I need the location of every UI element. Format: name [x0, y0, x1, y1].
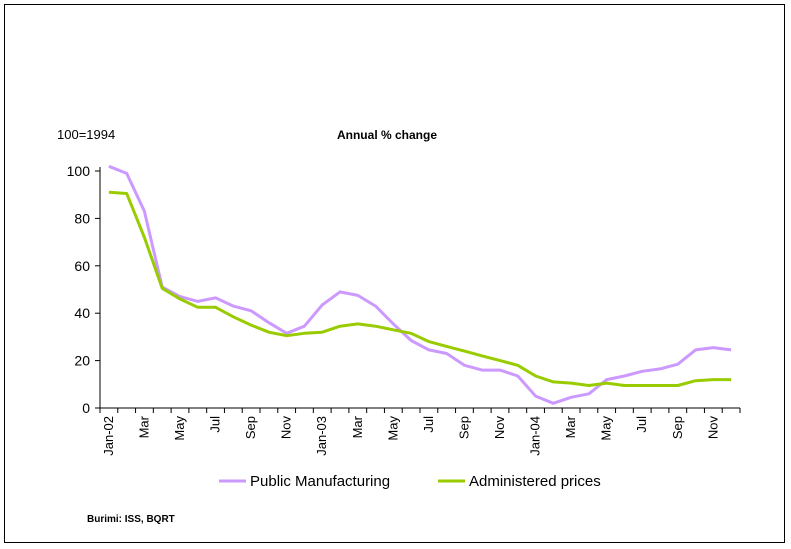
x-tick-label: May — [385, 416, 400, 441]
index-note: 100=1994 — [57, 127, 115, 142]
legend-label-1: Public Manufacturing — [250, 473, 390, 490]
series-layer — [108, 164, 732, 405]
x-tick-label: Jul — [208, 416, 223, 433]
y-tick-label: 40 — [74, 305, 90, 321]
x-tick-label: Jan-04 — [528, 416, 543, 456]
line-chart: 100=1994 Annual % change Jan-02 Mar May Jul… — [57, 127, 741, 525]
y-tick-label: 60 — [74, 258, 90, 274]
x-tick-labels: Jan-02 Mar May Jul Sep Nov Jan-03 Mar May Jul Sep N… — [101, 415, 720, 455]
x-tick-label: Mar — [563, 415, 578, 438]
source-note: Burimi: ISS, BQRT — [87, 514, 175, 525]
x-tick-label: Mar — [350, 415, 365, 438]
x-tick-label: Nov — [279, 416, 294, 440]
y-tick-label: 80 — [74, 210, 90, 226]
y-tick-label: 20 — [74, 353, 90, 369]
chart-frame: 100=1994 Annual % change Jan-02 Mar May Jul… — [4, 4, 785, 543]
x-tick-label: Sep — [243, 416, 258, 439]
x-tick-label: Mar — [136, 415, 151, 438]
x-tick-label: Jul — [634, 416, 649, 433]
y-tick-label: 100 — [67, 163, 91, 179]
chart-title: Annual % change — [337, 128, 437, 142]
y-tick-labels: 0 20 40 60 80 100 — [67, 163, 100, 416]
x-tick-label: May — [172, 416, 187, 441]
x-tick-label: Jan-03 — [314, 416, 329, 456]
x-tick-label: Sep — [670, 416, 685, 439]
series-line-2 — [108, 190, 732, 387]
x-tick-label: Nov — [492, 416, 507, 440]
y-tick-label: 0 — [82, 400, 90, 416]
x-tick-label: Nov — [705, 416, 720, 440]
legend-label-2: Administered prices — [469, 473, 601, 490]
x-tick-label: Jul — [421, 416, 436, 433]
series-line-1 — [108, 164, 732, 405]
axes — [99, 167, 741, 413]
x-tick-label: May — [599, 416, 614, 441]
x-tick-label: Sep — [456, 416, 471, 439]
x-tick-label: Jan-02 — [101, 416, 116, 456]
legend: Public Manufacturing Administered prices — [219, 473, 601, 490]
